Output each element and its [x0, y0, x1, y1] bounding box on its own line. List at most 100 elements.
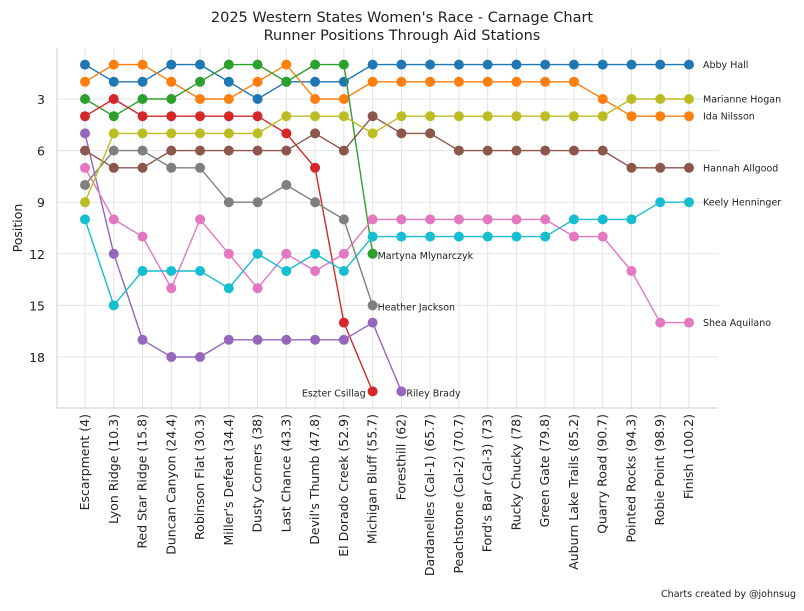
data-point	[252, 94, 263, 104]
data-point	[338, 94, 349, 104]
data-point	[367, 300, 378, 311]
data-point	[281, 266, 292, 276]
data-point	[396, 386, 407, 397]
data-point	[80, 145, 90, 156]
data-point	[338, 214, 349, 225]
x-tick-label: Quarry Road (90.7)	[595, 414, 610, 534]
data-point	[281, 248, 292, 259]
data-point	[338, 266, 349, 276]
data-point	[137, 128, 148, 139]
data-point	[425, 59, 436, 70]
data-point	[453, 231, 464, 242]
series-end-label: Heather Jackson	[378, 302, 455, 313]
data-point	[655, 111, 666, 122]
series-riley-brady	[80, 128, 407, 397]
data-point	[453, 111, 464, 122]
data-point	[195, 59, 206, 70]
data-point	[223, 248, 234, 259]
data-point	[597, 111, 608, 122]
data-point	[108, 162, 119, 173]
data-point	[310, 334, 321, 345]
data-point	[425, 111, 436, 122]
data-point	[108, 76, 119, 87]
data-point	[367, 248, 378, 259]
data-point	[252, 197, 263, 208]
data-point	[252, 334, 263, 345]
data-point	[166, 283, 177, 294]
data-point	[281, 145, 292, 156]
data-point	[338, 59, 349, 70]
data-point	[511, 145, 522, 156]
data-point	[597, 214, 608, 225]
grid	[57, 48, 718, 408]
data-point	[80, 214, 90, 225]
data-point	[223, 145, 234, 156]
data-point	[137, 94, 148, 104]
series-line	[84, 133, 403, 392]
x-tick-label: Rucky Chucky (78)	[508, 414, 523, 530]
series-line	[84, 115, 689, 169]
y-axis-label: Position	[10, 204, 25, 253]
data-point	[367, 214, 378, 225]
data-point	[195, 266, 206, 276]
data-point	[338, 334, 349, 345]
data-point	[396, 128, 407, 139]
data-point	[396, 76, 407, 87]
data-point	[482, 111, 493, 122]
series-martyna-mlynarczyk	[80, 59, 378, 259]
data-point	[310, 111, 321, 122]
x-tick-label: Auburn Lake Trails (85.2)	[566, 414, 581, 570]
y-tick-label: 15	[29, 298, 45, 313]
data-point	[310, 162, 321, 173]
data-point	[338, 248, 349, 259]
data-point	[338, 145, 349, 156]
y-tick-label: 9	[37, 195, 45, 210]
data-point	[195, 162, 206, 173]
data-point	[425, 76, 436, 87]
x-tick-label: El Dorado Creek (52.9)	[336, 414, 351, 557]
data-point	[195, 111, 206, 122]
series-line	[84, 98, 689, 203]
series-shea-aquilano	[80, 162, 694, 328]
series-eszter-csillag	[80, 94, 378, 397]
data-point	[655, 197, 666, 208]
data-point	[223, 334, 234, 345]
series-end-label: Abby Hall	[703, 60, 748, 71]
x-tick-label: Miller's Defeat (34.4)	[221, 414, 236, 545]
data-point	[367, 386, 378, 397]
data-point	[655, 59, 666, 70]
x-tick-label: Pointed Rocks (94.3)	[623, 414, 638, 543]
data-point	[223, 197, 234, 208]
series-end-label: Eszter Csillag	[302, 388, 366, 399]
data-point	[626, 162, 637, 173]
data-point	[482, 59, 493, 70]
data-point	[626, 266, 637, 276]
data-point	[511, 59, 522, 70]
series-heather-jackson	[80, 145, 378, 311]
data-point	[482, 214, 493, 225]
data-point	[626, 111, 637, 122]
data-point	[195, 128, 206, 139]
data-point	[108, 145, 119, 156]
series-end-label: Shea Aquilano	[703, 318, 771, 329]
x-tick-label: Dardanelles (Cal-1) (65.7)	[422, 414, 437, 576]
data-point	[281, 128, 292, 139]
data-point	[425, 231, 436, 242]
series-keely-henninger	[80, 197, 694, 311]
data-point	[80, 128, 90, 139]
x-tick-label: Lyon Ridge (10.3)	[106, 414, 121, 524]
x-tick-label: Peachstone (Cal-2) (70.7)	[451, 414, 466, 574]
x-tick-label: Finish (100.2)	[681, 414, 696, 499]
data-point	[482, 145, 493, 156]
series-line	[84, 63, 689, 100]
data-point	[511, 76, 522, 87]
data-point	[568, 231, 579, 242]
data-point	[338, 111, 349, 122]
series-labels: Abby Hall Ida Nilsson Hannah Allgood Shea A…	[302, 60, 781, 399]
data-point	[310, 128, 321, 139]
x-tick-label: Dusty Corners (38)	[250, 414, 265, 533]
data-point	[684, 111, 694, 122]
data-point	[425, 214, 436, 225]
data-point	[453, 145, 464, 156]
data-point	[540, 59, 551, 70]
